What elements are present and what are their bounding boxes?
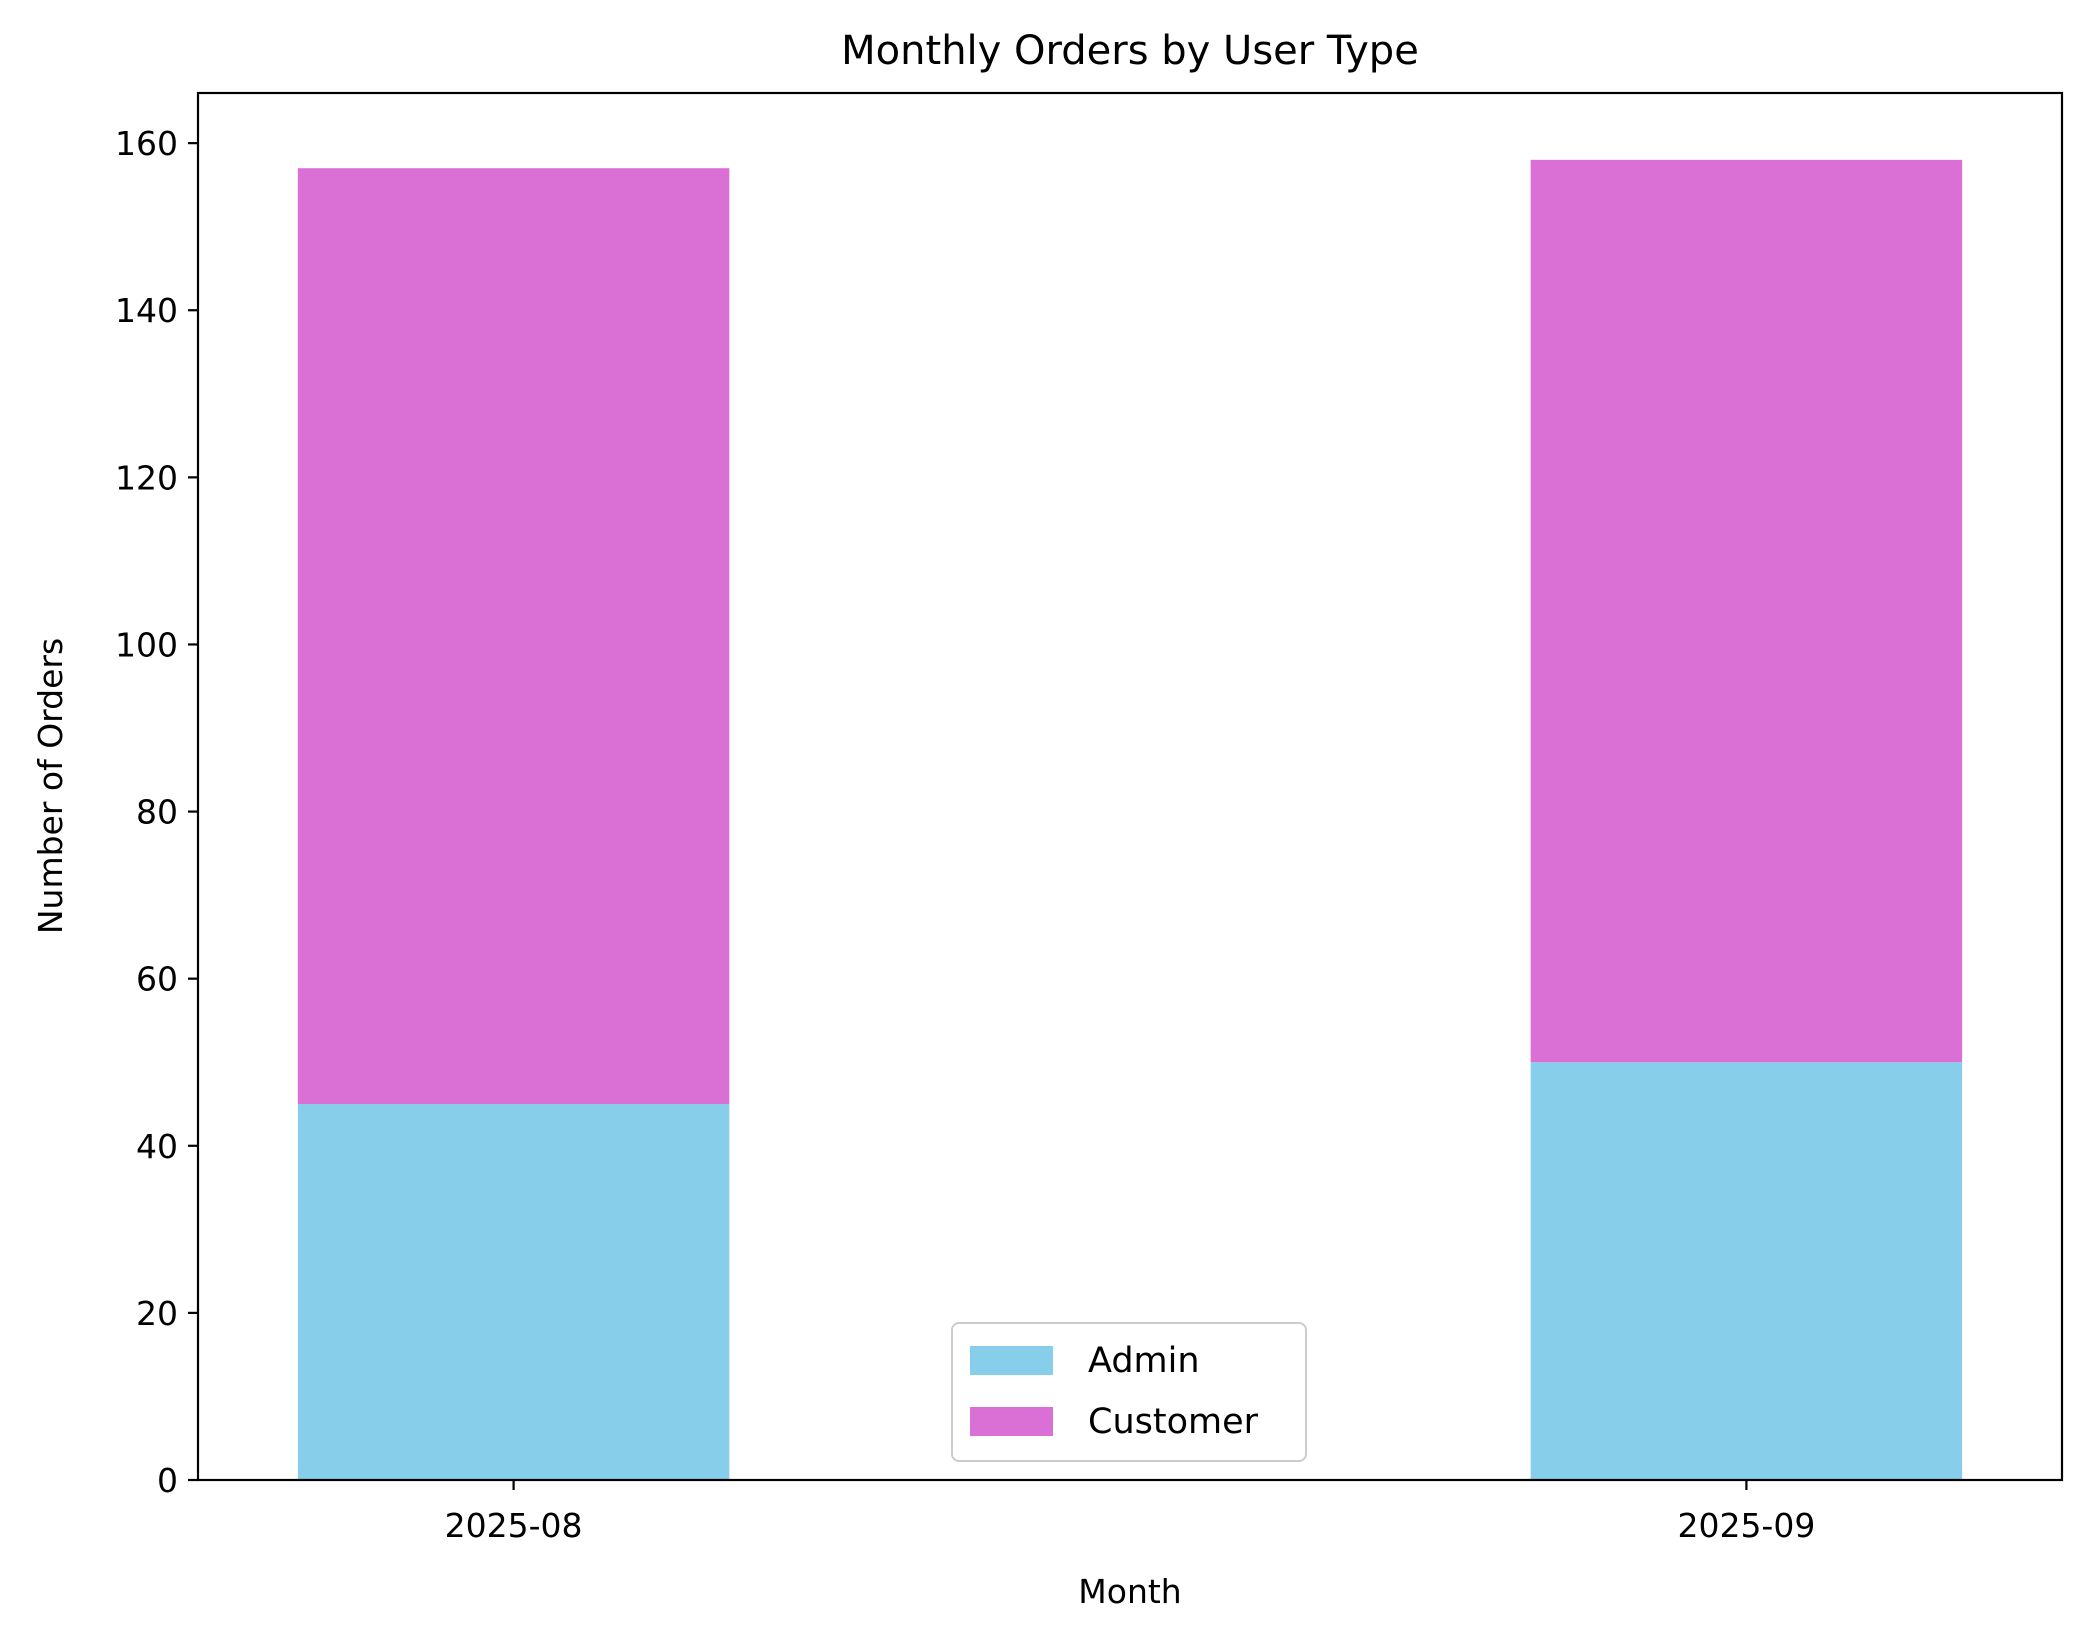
y-tick-label: 140 xyxy=(115,291,178,330)
legend-swatch-admin xyxy=(970,1346,1053,1375)
y-axis-label: Number of Orders xyxy=(31,638,70,934)
plot-frame xyxy=(196,91,2064,1482)
y-tick-label: 100 xyxy=(115,625,178,664)
legend: Admin Customer xyxy=(951,1322,1307,1462)
x-tick-label: 2025-09 xyxy=(1677,1506,1815,1545)
bar-customer-2025-08 xyxy=(297,168,730,1105)
y-tick-label: 0 xyxy=(157,1461,178,1500)
x-axis-label: Month xyxy=(1078,1572,1181,1611)
chart-title: Monthly Orders by User Type xyxy=(841,28,1419,74)
y-tick-label: 160 xyxy=(115,124,178,163)
bar-admin-2025-08 xyxy=(297,1104,730,1480)
legend-swatch-customer xyxy=(970,1407,1053,1436)
x-axis: 2025-08 2025-09 xyxy=(445,1480,1815,1545)
y-tick-label: 20 xyxy=(136,1294,178,1333)
y-tick-label: 80 xyxy=(136,793,178,832)
legend-label-admin: Admin xyxy=(1088,1341,1200,1381)
y-tick-label: 120 xyxy=(115,458,178,497)
y-axis: 0 20 40 60 80 100 120 140 160 xyxy=(115,124,198,1500)
bar-customer-2025-09 xyxy=(1530,159,1963,1063)
x-tick-label: 2025-08 xyxy=(445,1506,583,1545)
y-tick-label: 60 xyxy=(136,960,178,999)
bars-layer xyxy=(297,159,1963,1480)
y-tick-label: 40 xyxy=(136,1127,178,1166)
bar-admin-2025-09 xyxy=(1530,1062,1963,1480)
legend-label-customer: Customer xyxy=(1088,1402,1259,1442)
